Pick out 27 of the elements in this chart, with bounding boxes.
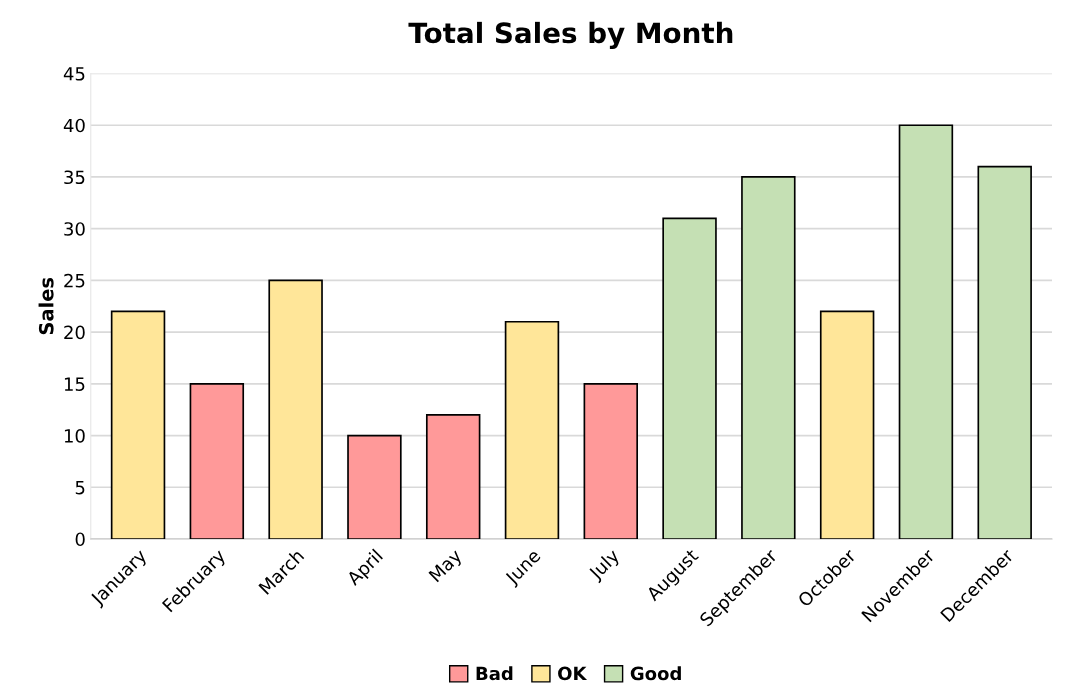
bar bbox=[898, 124, 954, 539]
y-tick-label: 20 bbox=[64, 325, 85, 340]
legend-label: OK bbox=[558, 666, 588, 681]
bar bbox=[662, 217, 717, 539]
legend-label: Bad bbox=[476, 666, 513, 681]
y-tick-label: 0 bbox=[75, 532, 85, 547]
y-tick-label: 30 bbox=[64, 222, 85, 236]
y-tick-label: 35 bbox=[64, 170, 85, 185]
bar bbox=[741, 176, 796, 539]
chart-title: Total Sales by Month bbox=[408, 21, 733, 49]
y-tick-label: 25 bbox=[64, 273, 85, 288]
bar bbox=[819, 310, 875, 539]
bar bbox=[425, 414, 481, 539]
y-tick-label: 10 bbox=[64, 429, 85, 443]
y-tick-label: 15 bbox=[64, 377, 85, 391]
bar bbox=[583, 382, 639, 539]
bar bbox=[504, 320, 560, 539]
legend-label: Good bbox=[630, 666, 681, 681]
bar bbox=[110, 310, 166, 539]
y-axis-title: Sales bbox=[38, 277, 54, 335]
y-tick-label: 45 bbox=[63, 67, 85, 81]
bar bbox=[347, 434, 402, 539]
bar bbox=[189, 382, 245, 539]
y-tick-label: 5 bbox=[75, 480, 85, 495]
bar bbox=[977, 165, 1032, 539]
bar bbox=[268, 279, 323, 539]
y-tick-label: 40 bbox=[63, 118, 85, 133]
